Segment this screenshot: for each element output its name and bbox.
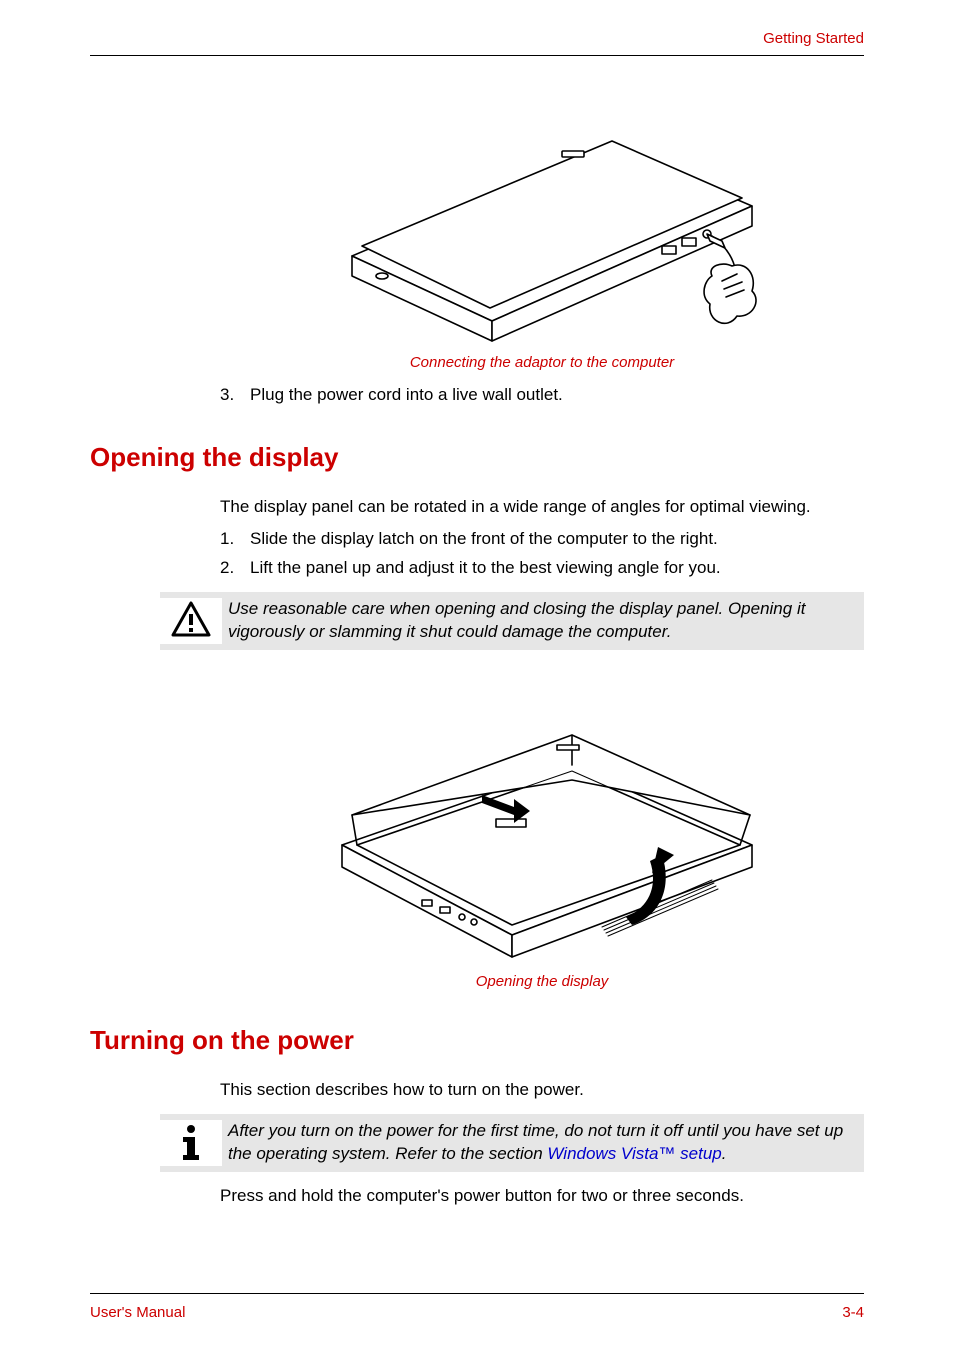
heading-turning-on-power: Turning on the power: [90, 1025, 864, 1056]
opening-step-2-number: 2.: [220, 556, 250, 580]
footer-left: User's Manual: [90, 1304, 185, 1321]
warning-icon: [160, 598, 222, 644]
figure-adaptor-caption: Connecting the adaptor to the computer: [220, 354, 864, 371]
figure-adaptor: Connecting the adaptor to the computer: [220, 86, 864, 371]
figure-opening-display-caption: Opening the display: [220, 973, 864, 990]
opening-step-2: 2. Lift the panel up and adjust it to th…: [220, 556, 864, 580]
step-3-number: 3.: [220, 383, 250, 407]
info-note-suffix: .: [722, 1144, 727, 1163]
header-rule: [90, 55, 864, 56]
opening-display-intro: The display panel can be rotated in a wi…: [220, 495, 864, 519]
opening-step-1-text: Slide the display latch on the front of …: [250, 527, 718, 551]
windows-vista-setup-link[interactable]: Windows Vista™ setup: [547, 1144, 721, 1163]
footer-right: 3-4: [842, 1304, 864, 1321]
header-section-title: Getting Started: [90, 30, 864, 47]
adaptor-illustration: [312, 86, 772, 346]
page-footer: User's Manual 3-4: [90, 1293, 864, 1321]
figure-opening-display: Opening the display: [220, 675, 864, 990]
warning-note-text: Use reasonable care when opening and clo…: [222, 598, 852, 644]
press-hold-text: Press and hold the computer's power butt…: [220, 1184, 864, 1208]
opening-step-1-number: 1.: [220, 527, 250, 551]
step-3-text: Plug the power cord into a live wall out…: [250, 383, 563, 407]
info-note: After you turn on the power for the firs…: [160, 1114, 864, 1172]
warning-note: Use reasonable care when opening and clo…: [160, 592, 864, 650]
info-note-text: After you turn on the power for the firs…: [222, 1120, 852, 1166]
opening-display-illustration: [302, 675, 782, 965]
power-intro: This section describes how to turn on th…: [220, 1078, 864, 1102]
heading-opening-display: Opening the display: [90, 442, 864, 473]
opening-step-2-text: Lift the panel up and adjust it to the b…: [250, 556, 721, 580]
step-3: 3. Plug the power cord into a live wall …: [220, 383, 864, 407]
opening-step-1: 1. Slide the display latch on the front …: [220, 527, 864, 551]
info-icon: [160, 1120, 222, 1166]
info-note-prefix: After you turn on the power for the firs…: [228, 1121, 843, 1163]
